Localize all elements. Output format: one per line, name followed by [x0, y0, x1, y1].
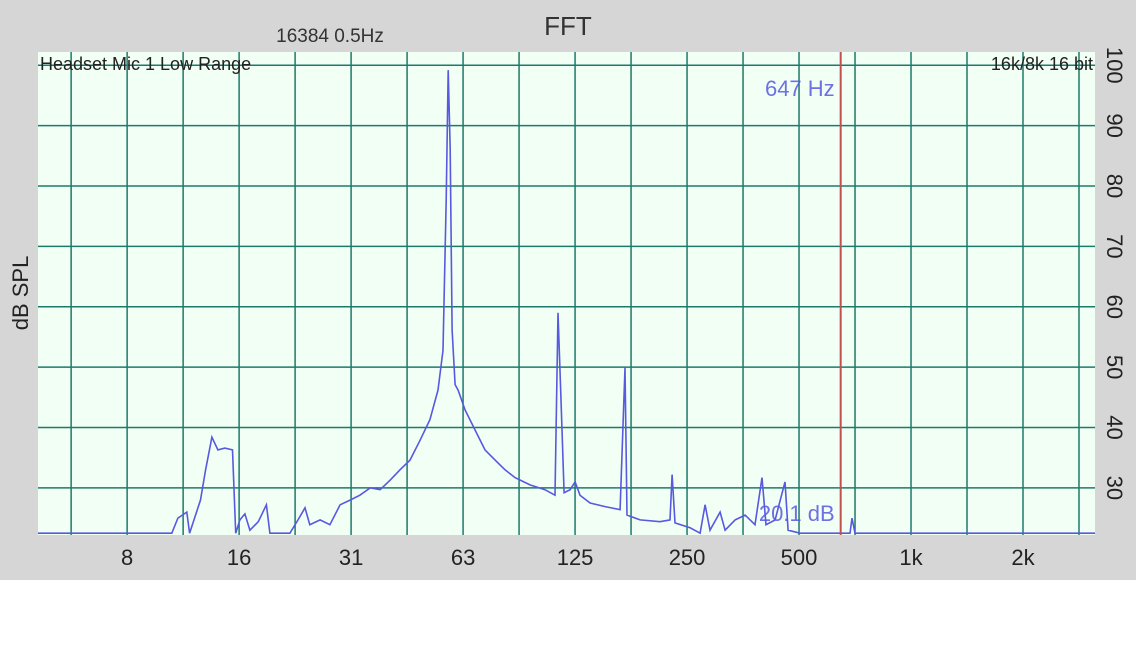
- y-tick-label: 60: [1102, 295, 1127, 319]
- x-tick-label: 8: [121, 545, 133, 570]
- y-axis-label: dB SPL: [8, 256, 33, 331]
- chart-subtitle: 16384 0.5Hz: [276, 26, 384, 47]
- y-tick-label: 100: [1102, 47, 1127, 84]
- y-tick-label: 80: [1102, 174, 1127, 198]
- x-tick-label: 1k: [899, 545, 923, 570]
- x-tick-label: 250: [669, 545, 706, 570]
- source-label: Headset Mic 1 Low Range: [40, 54, 251, 74]
- y-tick-label: 40: [1102, 415, 1127, 439]
- x-tick-label: 125: [557, 545, 594, 570]
- cursor-level: 20.1 dB: [759, 501, 835, 526]
- y-tick-label: 30: [1102, 476, 1127, 500]
- plot-area: [38, 52, 1095, 535]
- x-tick-label: 63: [451, 545, 475, 570]
- y-tick-label: 50: [1102, 355, 1127, 379]
- x-tick-label: 16: [227, 545, 251, 570]
- y-tick-label: 70: [1102, 234, 1127, 258]
- spectrum-line: [38, 70, 1095, 535]
- x-tick-label: 500: [781, 545, 818, 570]
- x-tick-label: 2k: [1011, 545, 1035, 570]
- chart-title: FFT: [544, 11, 592, 41]
- x-tick-label: 31: [339, 545, 363, 570]
- format-label: 16k/8k 16 bit: [991, 54, 1093, 74]
- cursor-frequency: 647 Hz: [765, 76, 835, 101]
- y-tick-label: 90: [1102, 113, 1127, 137]
